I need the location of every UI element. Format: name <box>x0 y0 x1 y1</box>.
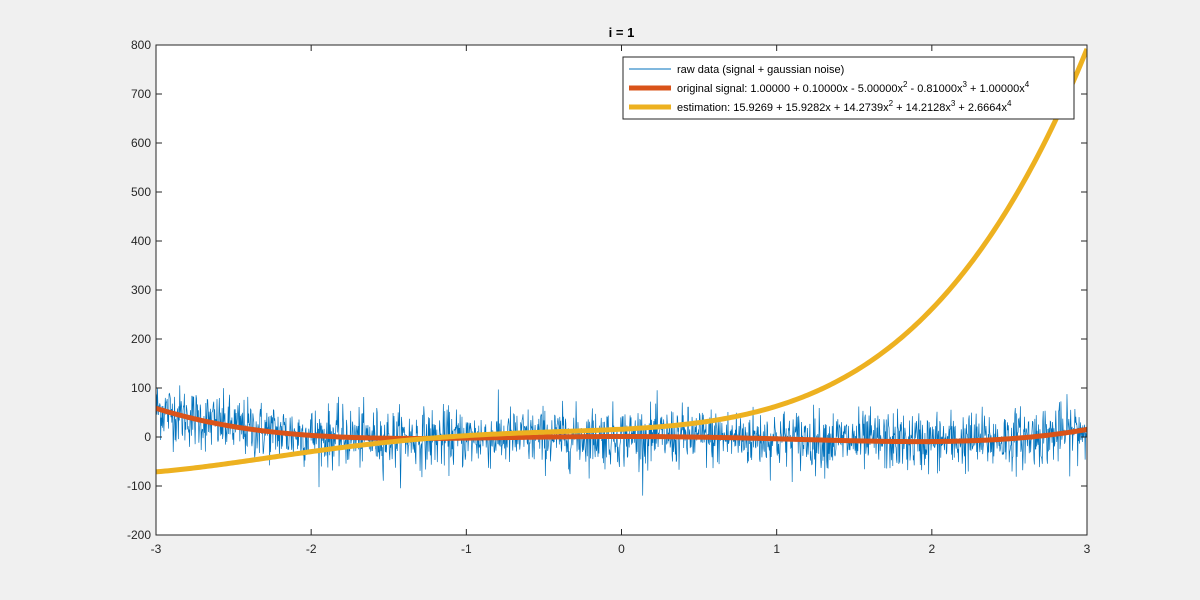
legend-superscript: 4 <box>1025 80 1030 89</box>
y-tick-label: 800 <box>131 38 151 52</box>
legend-label: original signal: 1.00000 + 0.10000x - 5.… <box>677 80 1030 95</box>
x-tick-label: 2 <box>928 542 935 556</box>
estimation-series <box>156 48 1087 475</box>
y-tick-label: 200 <box>131 332 151 346</box>
ticks-layer: -3 -2 -1 0 1 2 3 -200 -100 0 100 200 300 400 500 600 700… <box>127 38 1091 556</box>
x-tick-label: 1 <box>773 542 780 556</box>
y-tick-label: -200 <box>127 528 151 542</box>
y-tick-label: 400 <box>131 234 151 248</box>
x-tick-label: 0 <box>618 542 625 556</box>
y-tick-label: -100 <box>127 479 151 493</box>
x-tick-label: -3 <box>151 542 162 556</box>
legend-text-part: original signal: 1.00000 + 0.10000x - 5.… <box>677 83 903 95</box>
y-tick-label: 600 <box>131 136 151 150</box>
legend-text-part: + 14.2128x <box>893 102 951 114</box>
legend-box <box>622 56 1075 120</box>
legend-text-part: - 0.81000x <box>907 83 963 95</box>
legend-text-part: + 1.00000x <box>967 83 1025 95</box>
y-tick-label: 0 <box>144 430 151 444</box>
legend-text-part: + 2.6664x <box>955 102 1007 114</box>
legend-label: estimation: 15.9269 + 15.9282x + 14.2739… <box>677 99 1012 114</box>
legend-superscript: 3 <box>951 99 956 108</box>
x-tick-label: -1 <box>461 542 472 556</box>
legend-text-part: raw data (signal + gaussian noise) <box>677 64 844 76</box>
legend-item-original-signal: original signal: 1.00000 + 0.10000x - 5.… <box>629 80 1030 95</box>
legend-item-estimation: estimation: 15.9269 + 15.9282x + 14.2739… <box>629 99 1012 114</box>
y-tick-label: 700 <box>131 87 151 101</box>
legend[interactable]: raw data (signal + gaussian noise) origin… <box>622 56 1075 120</box>
original-signal-series <box>156 405 1087 445</box>
x-tick-label: 3 <box>1084 542 1091 556</box>
legend-text-part: estimation: 15.9269 + 15.9282x + 14.2739… <box>677 102 889 114</box>
x-tick-label: -2 <box>306 542 317 556</box>
chart-title: i = 1 <box>609 25 635 40</box>
y-tick-label: 100 <box>131 381 151 395</box>
legend-label: raw data (signal + gaussian noise) <box>677 64 844 76</box>
legend-superscript: 4 <box>1007 99 1012 108</box>
legend-superscript: 3 <box>962 80 967 89</box>
series-layer <box>156 48 1087 496</box>
legend-item-raw-data: raw data (signal + gaussian noise) <box>629 64 844 76</box>
legend-superscript: 2 <box>903 80 908 89</box>
y-tick-label: 500 <box>131 185 151 199</box>
legend-superscript: 2 <box>889 99 894 108</box>
y-tick-label: 300 <box>131 283 151 297</box>
